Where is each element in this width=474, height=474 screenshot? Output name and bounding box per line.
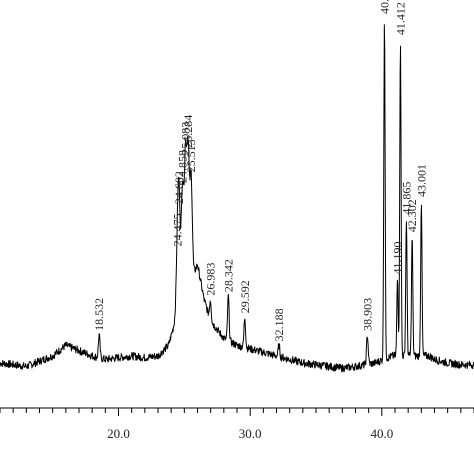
peak-label: 26.983: [203, 263, 217, 296]
peak-label: 25.513: [184, 139, 198, 172]
peak-label: 41.190: [391, 241, 405, 274]
peak-label: 29.592: [238, 280, 252, 313]
diffraction-curve: [0, 24, 474, 373]
curve-layer: [0, 24, 474, 373]
peak-label: 38.903: [360, 298, 374, 331]
x-axis: 20.0 30.0 40.0: [0, 407, 474, 441]
peak-label: 43.001: [414, 164, 428, 197]
peak-label: 32.188: [272, 308, 286, 341]
peak-label: 24.602: [172, 171, 186, 204]
peak-labels: 18.532 24.475 24.60224.85825.08325.28425.5…: [92, 0, 428, 341]
peak-label: 24.858: [175, 150, 189, 183]
peak-label: 25.284: [181, 115, 195, 148]
peak-label: 40.199: [377, 0, 391, 14]
x-tick-label: 40.0: [370, 426, 393, 441]
x-tick-label: 20.0: [107, 426, 130, 441]
peak-label: 25.083: [178, 122, 192, 155]
peak-label: 18.532: [92, 298, 106, 331]
peak-label: 24.475: [170, 213, 184, 246]
peak-label: 41.865: [399, 182, 413, 215]
peak-label: 41.412: [393, 2, 407, 35]
peak-label: 42.302: [405, 199, 419, 232]
peak-label: 28.342: [221, 259, 235, 292]
x-tick-label: 30.0: [239, 426, 262, 441]
